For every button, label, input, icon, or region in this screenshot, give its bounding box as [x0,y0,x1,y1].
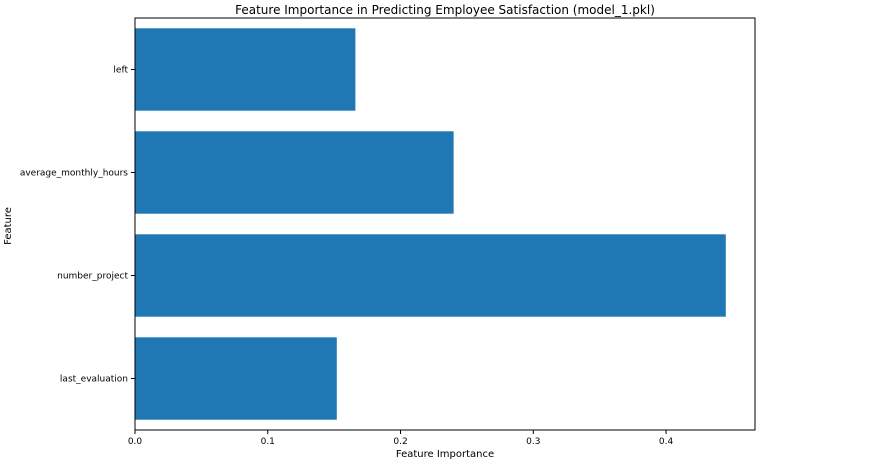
x-axis-label: Feature Importance [396,449,494,460]
chart-title: Feature Importance in Predicting Employe… [235,3,655,17]
y-axis-label: Feature [3,207,14,245]
plot-frame [134,17,756,431]
x-tick-label: 0.3 [526,437,540,447]
bars-group [135,28,726,420]
y-tick-label-last-evaluation: last_evaluation [60,375,128,385]
y-tick-label-average-monthly-hours: average_monthly_hours [20,169,128,179]
y-tick-label-left: left [113,66,128,76]
bar-left [135,28,356,111]
x-tick-label: 0.2 [393,437,407,447]
bar-last-evaluation [135,337,337,420]
x-tick-label: 0.1 [261,437,275,447]
bar-average-monthly-hours [135,131,454,214]
x-tick-label: 0.4 [659,437,674,447]
bar-number-project [135,234,726,317]
y-tick-label-number-project: number_project [57,272,128,282]
x-ticks-group: 0.0 0.1 0.2 0.3 0.4 [128,430,674,447]
x-tick-label: 0.0 [128,437,143,447]
y-ticks-group: last_evaluation number_project average_mon… [20,66,135,385]
